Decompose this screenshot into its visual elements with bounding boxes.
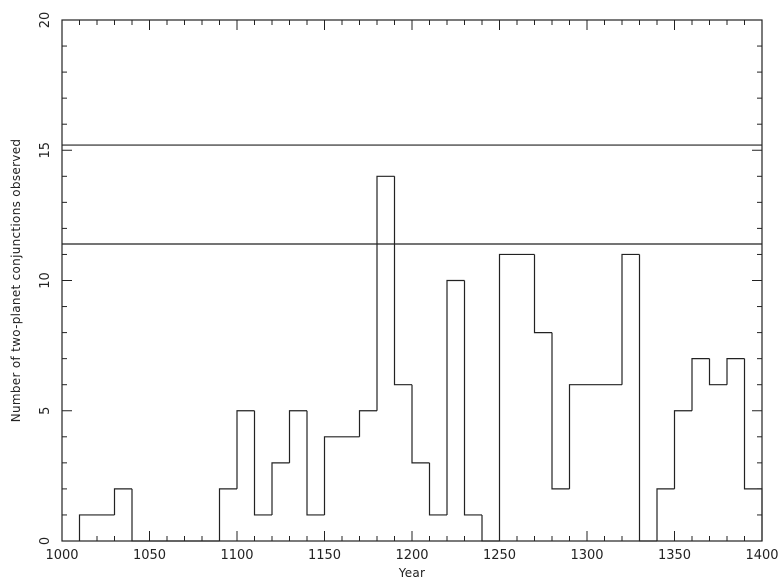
x-tick-label: 1100 (220, 548, 253, 563)
y-tick-label: 10 (38, 272, 53, 289)
histogram-bar-1090 (218, 488, 237, 541)
x-tick-label: 1350 (658, 548, 691, 563)
histogram-bar-1280 (551, 332, 570, 490)
histogram-bar-1220 (446, 279, 465, 515)
x-tick-label: 1050 (133, 548, 166, 563)
histogram-bar-1150 (323, 436, 342, 515)
x-tick-label: 1000 (45, 548, 78, 563)
histogram-bar-1290 (568, 384, 587, 489)
histogram-bar-1330 (638, 254, 657, 542)
histogram-bar-1230 (463, 280, 482, 516)
histogram-bar-1130 (288, 410, 307, 463)
histogram-bar-1370 (708, 358, 727, 386)
histogram-bar-1120 (271, 462, 290, 515)
histogram-bar-1040 (131, 488, 150, 542)
histogram-bar-1350 (673, 410, 692, 489)
histogram-bar-1320 (621, 253, 640, 385)
histogram-bar-1240 (481, 514, 500, 542)
y-tick-label: 20 (38, 12, 53, 29)
y-tick-label: 5 (38, 407, 53, 415)
histogram-bar-1030 (113, 488, 132, 515)
histogram-bar-1100 (236, 410, 255, 489)
histogram-bar-1190 (393, 176, 412, 386)
y-tick-labels: 0 5 10 15 20 (38, 12, 53, 545)
histogram-bar-1360 (691, 358, 710, 411)
x-tick-label: 1300 (570, 548, 603, 563)
reference-lines (62, 144, 762, 245)
histogram-bar-1210 (428, 462, 447, 516)
x-tick-label: 1200 (395, 548, 428, 563)
y-tick-label: 0 (38, 537, 53, 545)
histogram-bar-1270 (533, 254, 552, 334)
x-tick-label: 1150 (308, 548, 341, 563)
histogram-bar-1180 (376, 175, 395, 411)
x-tick-label: 1250 (483, 548, 516, 563)
y-axis-label: Number of two-planet conjunctions observ… (9, 139, 23, 423)
histogram-bar-1390 (743, 358, 763, 541)
y-tick-label: 15 (38, 142, 53, 159)
histogram-bar-1250 (498, 253, 517, 541)
histogram-bar-1170 (358, 410, 377, 437)
histogram-bar-1010 (78, 514, 97, 541)
histogram-bar-1340 (656, 488, 675, 541)
histogram-bar-1110 (253, 410, 272, 516)
histogram-bar-1380 (726, 358, 745, 385)
plot-frame (61, 19, 763, 542)
histogram-bar-1200 (411, 384, 430, 464)
x-tick-labels: 1000 1050 1100 1150 1200 1250 1300 1350 1400 (45, 548, 778, 563)
histogram-bar-1140 (306, 410, 325, 516)
x-tick-label: 1400 (745, 548, 778, 563)
x-axis-label: Year (398, 566, 426, 580)
histogram-series (78, 175, 763, 542)
